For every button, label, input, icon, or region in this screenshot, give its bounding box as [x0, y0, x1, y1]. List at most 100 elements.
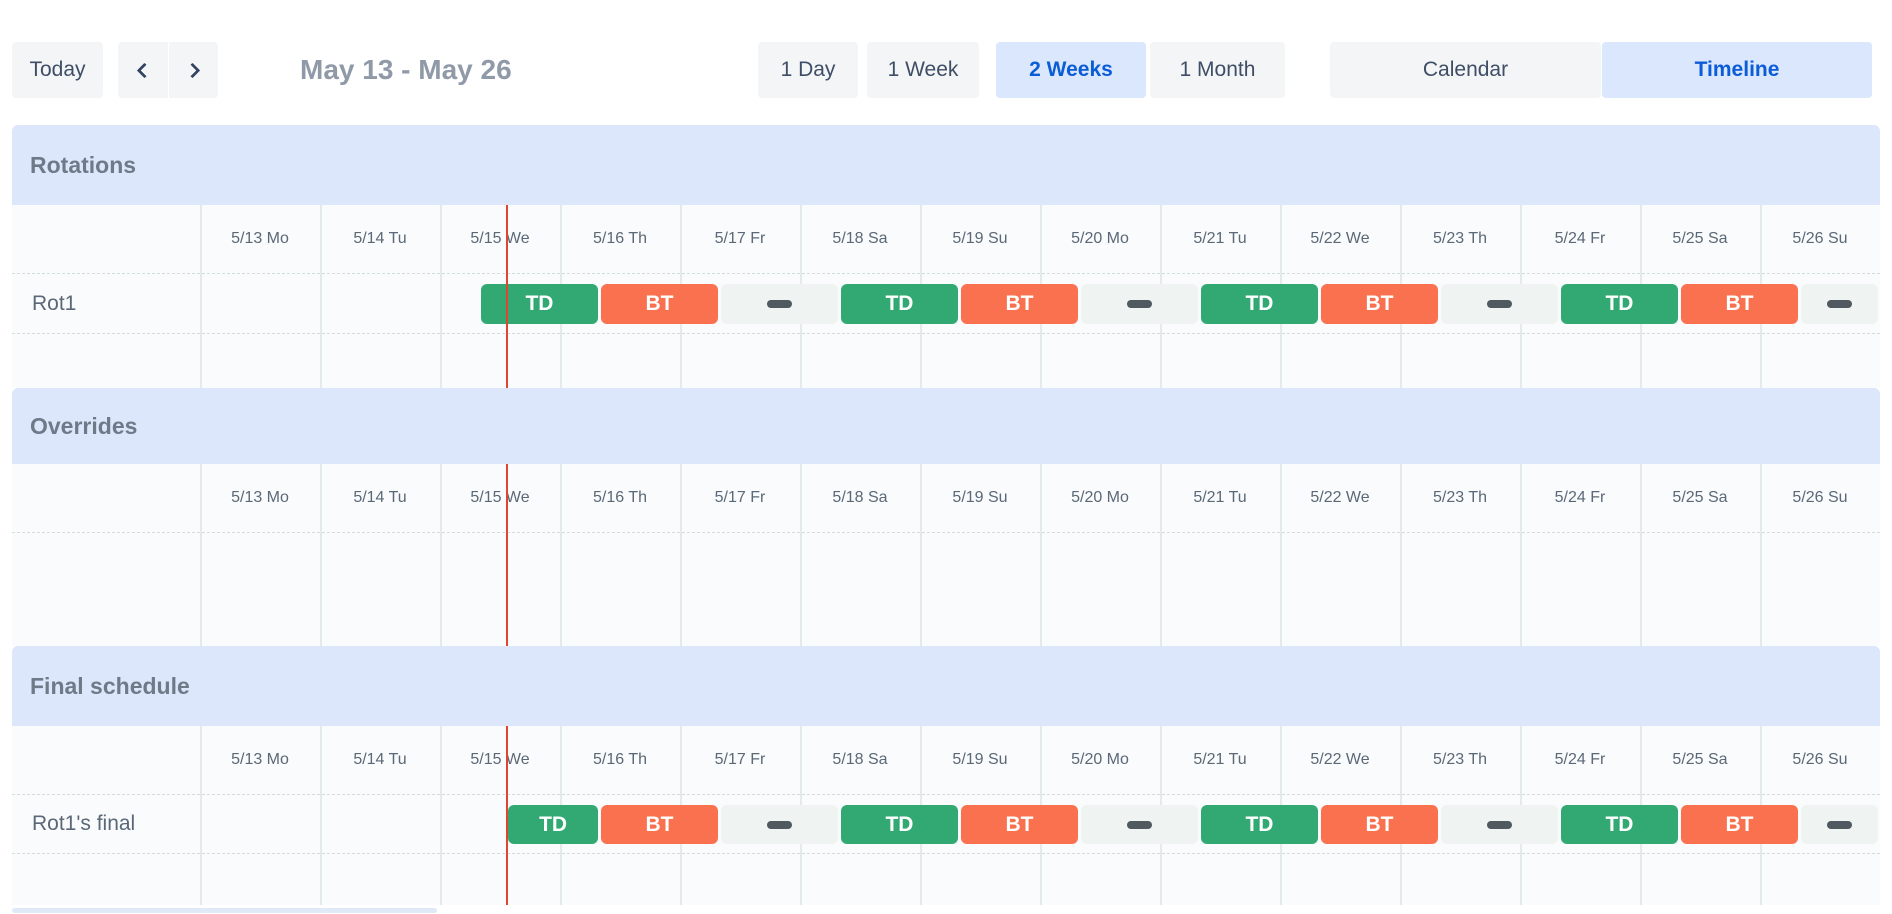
date-label: 5/20 Mo: [1071, 751, 1129, 768]
date-header-row: 5/13 Mo 5/14 Tu 5/15 We 5/16 Th 5/17 Fr 5/18 …: [12, 205, 1880, 273]
date-label: 5/25 Sa: [1672, 230, 1728, 247]
date-label: 5/19 Su: [952, 751, 1008, 768]
shift-block-td[interactable]: TD: [1560, 805, 1678, 844]
date-label: 5/24 Fr: [1554, 230, 1606, 247]
shift-block-bt[interactable]: BT: [1680, 805, 1798, 844]
section-title: Overrides: [30, 412, 138, 439]
date-label: 5/26 Su: [1792, 230, 1848, 247]
view-button-2-weeks[interactable]: 2 Weeks: [996, 42, 1146, 98]
view-button-1-day[interactable]: 1 Day: [758, 42, 858, 98]
day-column: [1640, 464, 1760, 646]
day-column: [440, 464, 560, 646]
date-label: 5/19 Su: [952, 230, 1008, 247]
date-label: 5/19 Su: [952, 489, 1008, 506]
view-button-1-month[interactable]: 1 Month: [1150, 42, 1285, 98]
date-label: 5/20 Mo: [1071, 230, 1129, 247]
chevron-right-icon: [184, 62, 200, 78]
horizontal-scrollbar-thumb[interactable]: [12, 908, 437, 913]
section-header-rotations: Rotations: [12, 125, 1880, 205]
shift-block-td[interactable]: TD: [508, 805, 598, 844]
empty-row: [12, 532, 1880, 646]
day-column: [560, 464, 680, 646]
off-duty-block[interactable]: [720, 805, 838, 844]
toolbar: Today May 13 - May 26 1 Day 1 Week 2 Wee…: [0, 0, 1892, 125]
section-body-overrides: 5/13 Mo 5/14 Tu 5/15 We 5/16 Th 5/17 Fr 5/18 …: [12, 464, 1880, 646]
date-label: 5/21 Tu: [1193, 751, 1247, 768]
date-label: 5/14 Tu: [353, 489, 407, 506]
current-time-indicator: [506, 464, 509, 646]
date-label: 5/23 Th: [1433, 489, 1487, 506]
section-body-final-schedule: 5/13 Mo 5/14 Tu 5/15 We 5/16 Th 5/17 Fr 5/18 …: [12, 726, 1880, 905]
shift-block-bt[interactable]: BT: [1680, 284, 1798, 324]
day-column: [800, 464, 920, 646]
day-grid: [200, 464, 1880, 646]
date-label: 5/25 Sa: [1672, 751, 1728, 768]
view-button-1-week[interactable]: 1 Week: [867, 42, 979, 98]
current-time-indicator: [506, 205, 509, 388]
date-label: 5/22 We: [1310, 230, 1370, 247]
date-label: 5/14 Tu: [353, 751, 407, 768]
date-label: 5/14 Tu: [353, 230, 407, 247]
section-overrides: Overrides 5/13 Mo 5/14 Tu 5/15 We 5/16 Th 5/…: [12, 388, 1880, 646]
next-button[interactable]: [169, 42, 218, 98]
date-label: 5/18 Sa: [832, 230, 888, 247]
date-label: 5/23 Th: [1433, 751, 1487, 768]
off-duty-block[interactable]: [1440, 805, 1558, 844]
date-header-row: 5/13 Mo 5/14 Tu 5/15 We 5/16 Th 5/17 Fr 5/18 …: [12, 726, 1880, 794]
section-title: Rotations: [30, 151, 137, 178]
day-column: [320, 726, 440, 905]
off-duty-block[interactable]: [1080, 805, 1198, 844]
off-duty-block[interactable]: [1800, 805, 1878, 844]
shift-block-bt[interactable]: BT: [1320, 284, 1438, 324]
shift-block-td[interactable]: TD: [1200, 284, 1318, 324]
shift-block-td[interactable]: TD: [1200, 805, 1318, 844]
day-column: [1280, 464, 1400, 646]
date-label: 5/25 Sa: [1672, 489, 1728, 506]
shift-block-bt[interactable]: BT: [600, 805, 718, 844]
shift-block-bt[interactable]: BT: [960, 284, 1078, 324]
date-label: 5/18 Sa: [832, 751, 888, 768]
date-label: 5/22 We: [1310, 489, 1370, 506]
date-header-row: 5/13 Mo 5/14 Tu 5/15 We 5/16 Th 5/17 Fr 5/18 …: [12, 464, 1880, 532]
mode-button-calendar[interactable]: Calendar: [1330, 42, 1601, 98]
date-label: 5/18 Sa: [832, 489, 888, 506]
date-label: 5/13 Mo: [231, 230, 289, 247]
shift-block-bt[interactable]: BT: [1320, 805, 1438, 844]
day-column: [440, 726, 560, 905]
row-label: Rot1's final: [32, 812, 136, 835]
off-duty-block[interactable]: [720, 284, 838, 324]
shift-block-td[interactable]: TD: [1560, 284, 1678, 324]
day-column: [200, 726, 320, 905]
date-label: 5/24 Fr: [1554, 751, 1606, 768]
shift-block-td[interactable]: TD: [840, 805, 958, 844]
date-label: 5/16 Th: [593, 751, 647, 768]
shift-block-td[interactable]: TD: [480, 284, 598, 324]
off-duty-block[interactable]: [1440, 284, 1558, 324]
date-label: 5/20 Mo: [1071, 489, 1129, 506]
date-label: 5/16 Th: [593, 489, 647, 506]
today-button[interactable]: Today: [12, 42, 103, 98]
shift-block-td[interactable]: TD: [840, 284, 958, 324]
off-duty-block[interactable]: [1800, 284, 1878, 324]
dash-icon: [766, 300, 792, 308]
shift-bars-lane: TD BT TD BT TD BT TD BT: [200, 795, 1880, 853]
day-column: [1520, 464, 1640, 646]
off-duty-block[interactable]: [1080, 284, 1198, 324]
section-header-overrides: Overrides: [12, 388, 1880, 464]
day-column: [680, 464, 800, 646]
dash-icon: [1126, 820, 1152, 829]
section-rotations: Rotations 5/13 Mo 5/14 Tu 5/15 We 5/16 Th 5/…: [12, 125, 1880, 388]
dash-icon: [1826, 820, 1852, 829]
date-range-title: May 13 - May 26: [300, 54, 512, 85]
shift-block-bt[interactable]: BT: [960, 805, 1078, 844]
prev-button[interactable]: [118, 42, 168, 98]
day-column: [440, 205, 560, 388]
date-label: 5/17 Fr: [714, 230, 766, 247]
mode-button-timeline[interactable]: Timeline: [1602, 42, 1872, 98]
date-label: 5/26 Su: [1792, 489, 1848, 506]
shift-block-bt[interactable]: BT: [600, 284, 718, 324]
day-column: [200, 205, 320, 388]
section-final-schedule: Final schedule 5/13 Mo 5/14 Tu 5/15 We 5/16…: [12, 646, 1880, 905]
empty-row: [12, 333, 1880, 388]
day-column: [920, 464, 1040, 646]
